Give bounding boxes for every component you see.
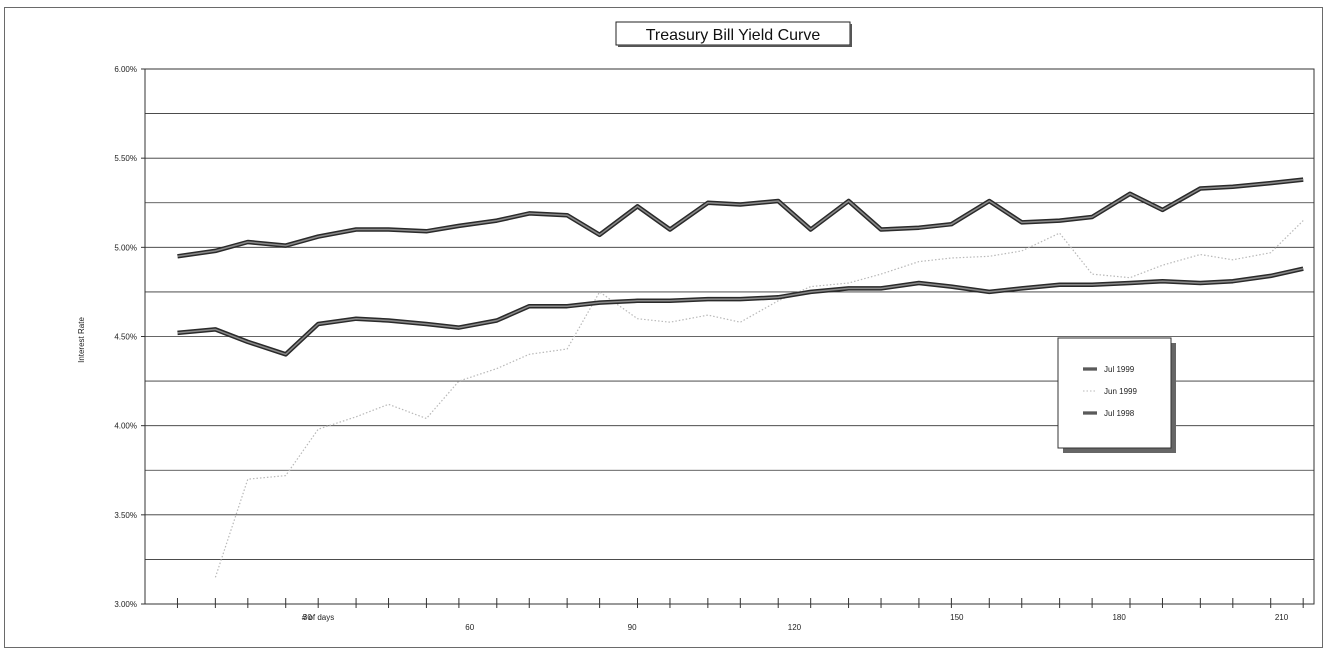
- tick-labels: 6.00% 5.50% 5.00% 4.50% 4.00% 3.50% 3.00% 30 60 9…: [114, 65, 1288, 632]
- x-tick-label: 150: [950, 613, 964, 622]
- legend-box: [1057, 337, 1172, 449]
- series-line-jul-1998: [177, 267, 1304, 356]
- x-tick-label: 90: [628, 623, 637, 632]
- legend-label: Jul 1999: [1104, 365, 1135, 374]
- series-line-outline-jul-1999: [177, 177, 1304, 259]
- y-tick-label: 3.00%: [114, 600, 137, 609]
- x-tick-label: 180: [1112, 613, 1126, 622]
- legend-label: Jun 1999: [1104, 387, 1137, 396]
- grid-lines: [145, 113, 1314, 560]
- y-tick-label: 5.50%: [114, 154, 137, 163]
- x-tick-label: 120: [788, 623, 802, 632]
- title-box-shadow-bottom: [618, 45, 852, 47]
- y-tick-label: 5.00%: [114, 243, 137, 252]
- chart-frame: [4, 7, 1323, 648]
- chart-title: Treasury Bill Yield Curve: [646, 27, 821, 44]
- legend: Jul 1999 Jun 1999 Jul 1998: [1057, 337, 1176, 453]
- y-tick-label: 4.00%: [114, 422, 137, 431]
- axes: [141, 68, 1315, 608]
- x-tick-label: 60: [465, 623, 474, 632]
- x-tick-label: 30: [303, 613, 312, 622]
- series-line-jun-1999: [214, 220, 1304, 578]
- title-box-shadow: [850, 24, 852, 47]
- x-tick-label: 210: [1275, 613, 1289, 622]
- series-line-jul-1999: [177, 178, 1304, 258]
- series-lines: [177, 177, 1304, 578]
- x-axis-title: # of days: [302, 613, 334, 622]
- legend-label: Jul 1998: [1104, 409, 1135, 418]
- y-tick-label: 3.50%: [114, 511, 137, 520]
- y-tick-label: 4.50%: [114, 333, 137, 342]
- y-axis-title: Interest Rate: [77, 317, 86, 363]
- y-tick-label: 6.00%: [114, 65, 137, 74]
